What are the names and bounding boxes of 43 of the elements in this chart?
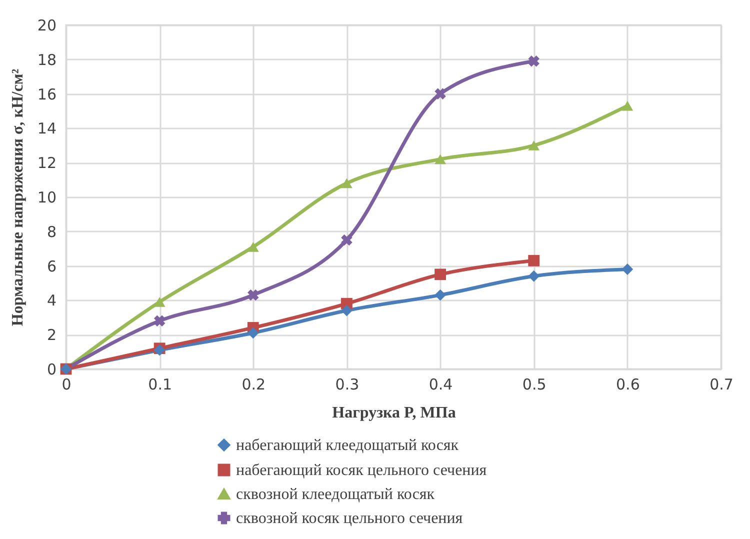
y-tick-label: 4 <box>46 292 56 310</box>
x-tick-label: 0.1 <box>148 376 172 394</box>
point <box>341 304 352 316</box>
point <box>247 327 259 339</box>
y-axis-title: Нормальные напряжения σ, кН/см² <box>9 68 26 326</box>
point <box>622 264 634 275</box>
point <box>434 88 446 100</box>
y-tick-label: 6 <box>46 257 56 276</box>
y-tick-label: 8 <box>46 222 56 241</box>
point <box>528 55 540 67</box>
y-tick-label: 20 <box>37 16 56 34</box>
x-tick-label: 0.7 <box>710 376 734 394</box>
y-tick-label: 12 <box>37 154 56 172</box>
legend-label: сквозной косяк цельного сечения <box>236 510 464 527</box>
point <box>248 289 259 301</box>
x-tick-label: 0.6 <box>616 376 640 394</box>
point <box>341 178 352 188</box>
legend-label: сквозной клеедощатый косяк <box>236 486 435 503</box>
point <box>528 140 540 150</box>
point <box>622 100 634 111</box>
point <box>154 315 166 326</box>
y-tick-label: 14 <box>37 120 56 138</box>
point <box>434 268 446 280</box>
x-tick-label: 0 <box>62 376 72 394</box>
y-tick-label: 0 <box>46 360 56 378</box>
point <box>341 234 352 246</box>
point <box>434 289 446 301</box>
point <box>528 270 540 282</box>
x-axis-title: Нагрузка P, МПа <box>332 404 456 422</box>
point <box>247 242 259 252</box>
point <box>528 254 540 266</box>
y-tick-label: 18 <box>37 50 56 69</box>
x-tick-label: 0.2 <box>242 376 266 394</box>
x-tick-label: 0.3 <box>335 376 360 394</box>
x-tick-label: 0.5 <box>522 376 546 394</box>
legend-label: набегающий клеедощатый косяк <box>236 437 459 454</box>
x-tick-label: 0.4 <box>428 376 453 394</box>
legend-label: набегающий косяк цельного сечения <box>236 462 488 479</box>
point <box>434 154 446 164</box>
point <box>154 296 166 307</box>
y-tick-label: 10 <box>37 188 56 206</box>
y-tick-label: 16 <box>37 85 56 104</box>
y-tick-label: 2 <box>46 326 56 344</box>
